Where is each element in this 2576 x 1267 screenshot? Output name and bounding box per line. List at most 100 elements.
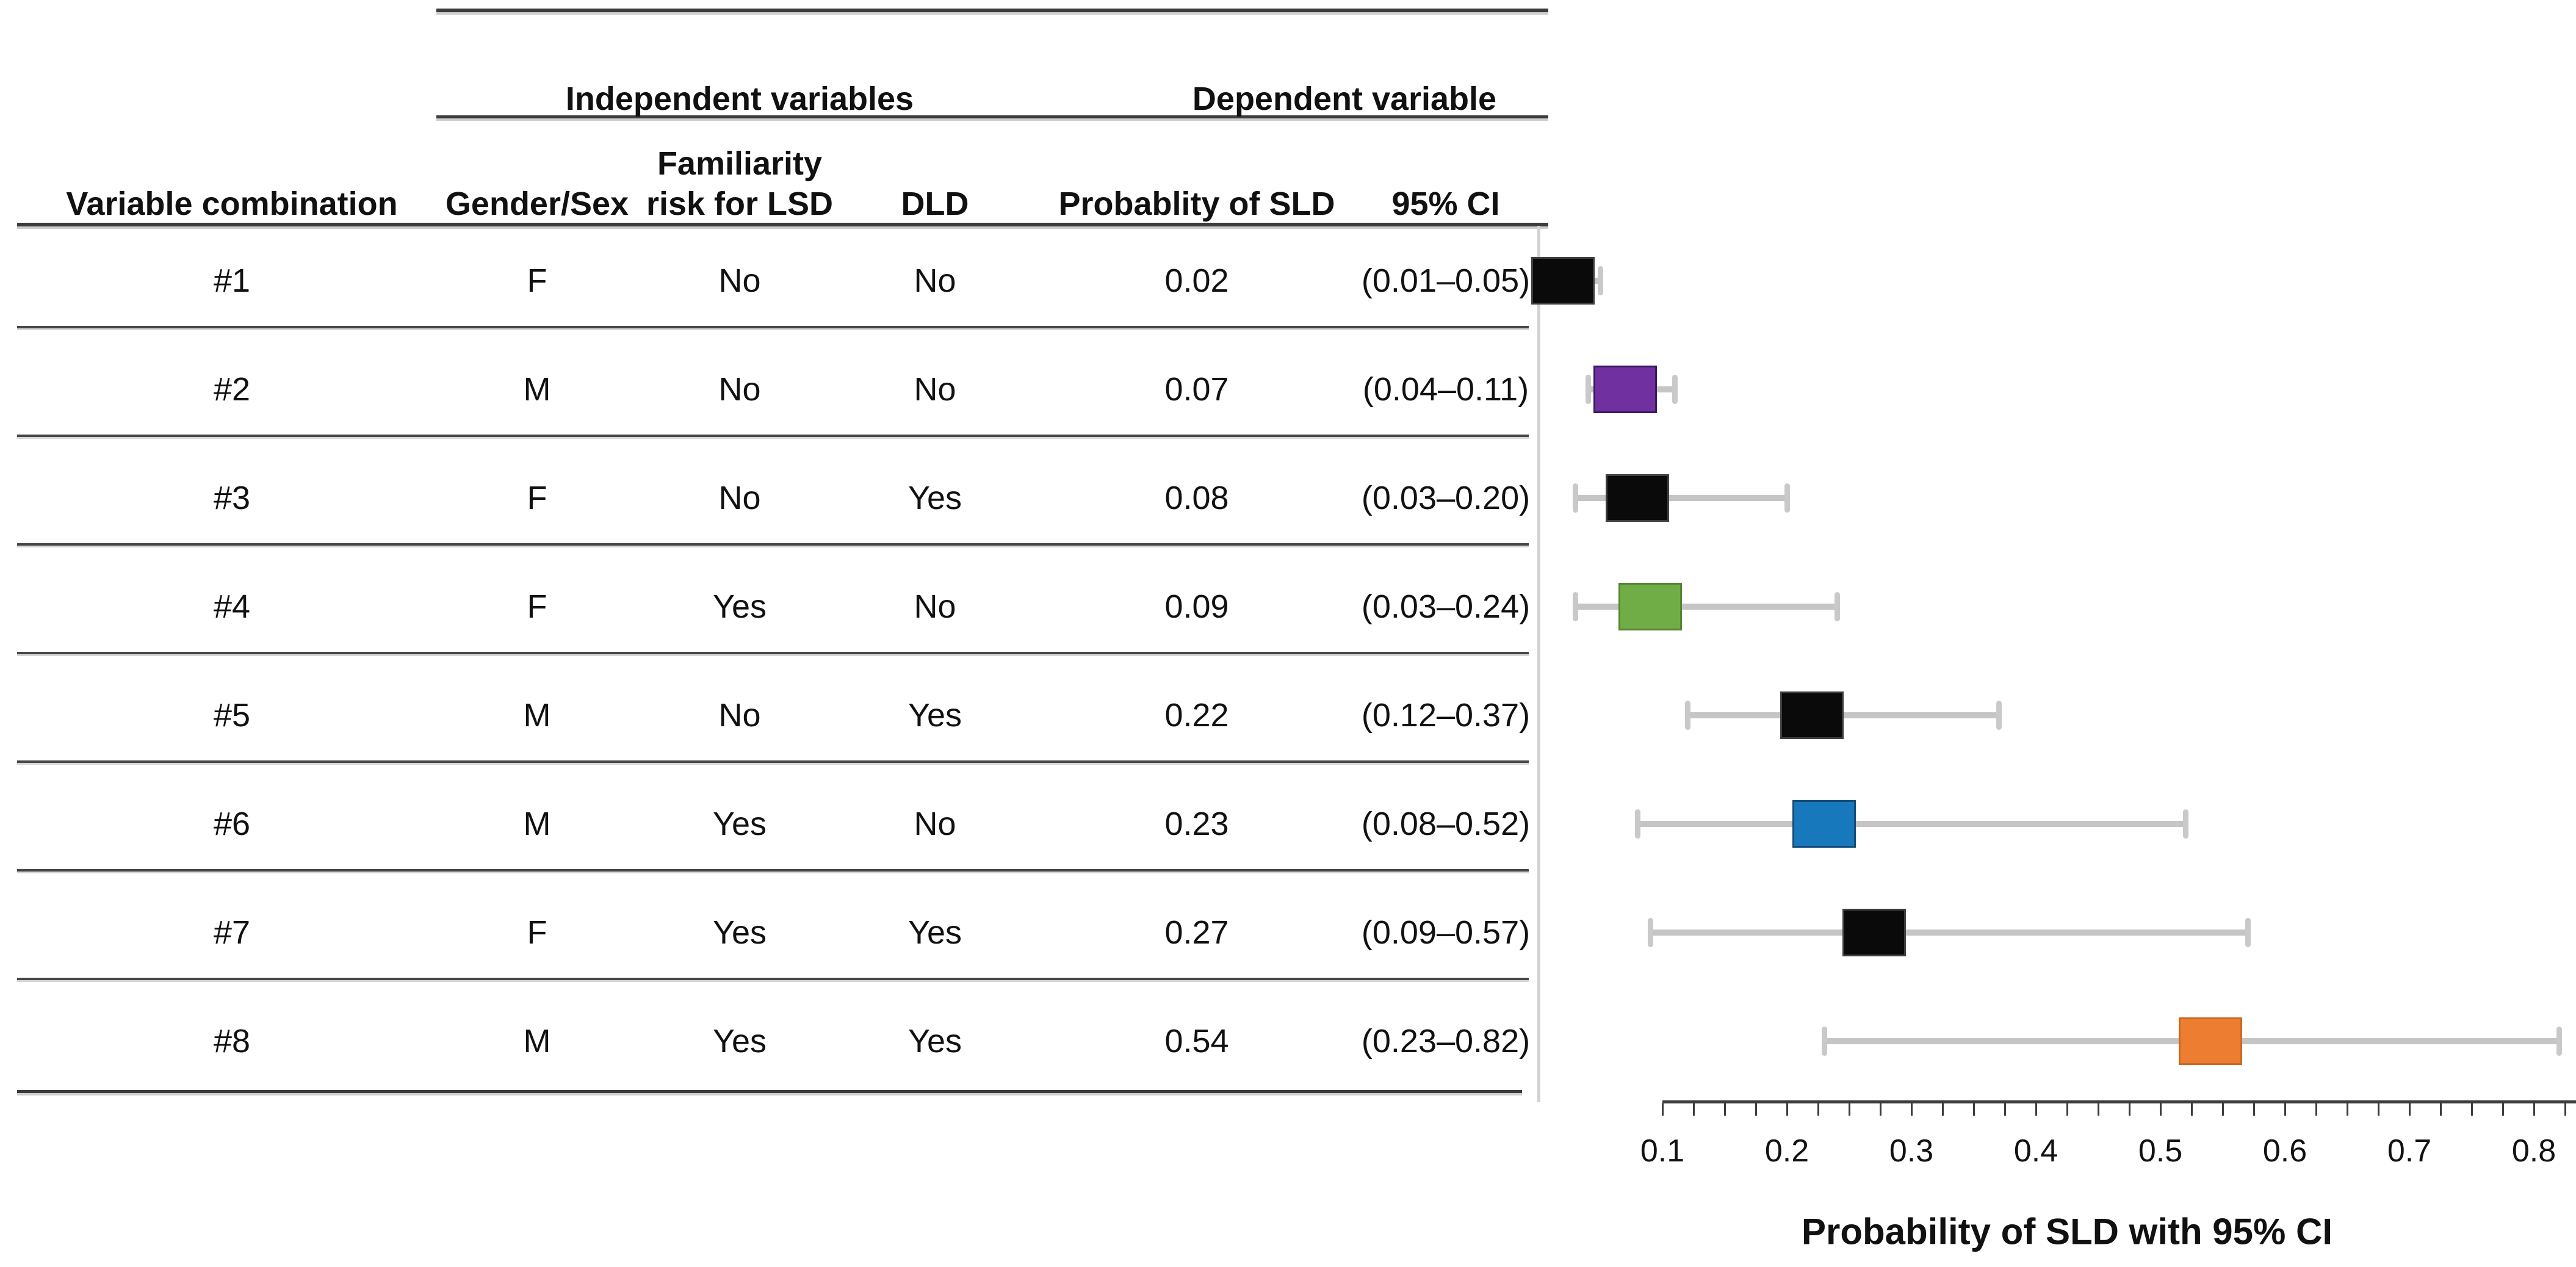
forest-box [1842,909,1906,956]
forest-box [1780,691,1844,739]
axis-tick [1693,1103,1695,1116]
table-row-separator [17,760,1529,763]
cell-familiarity: No [718,371,761,408]
x-axis-title: Probability of SLD with 95% CI [1801,1211,2333,1252]
axis-tick-label: 0.8 [2511,1133,2556,1169]
axis-tick-label: 0.2 [1764,1133,1809,1169]
cell-combination: #2 [213,371,251,408]
axis-tick [2253,1103,2255,1116]
group-header-independent: Independent variables [565,81,914,117]
cell-dld: Yes [907,1023,962,1059]
ci-cap-low [1635,809,1641,839]
axis-tick [2222,1103,2224,1116]
cell-gender: M [523,697,551,734]
cell-probability: 0.09 [1164,588,1229,625]
table-rule-bottom [17,1090,1522,1093]
cell-dld: No [914,371,956,408]
axis-tick [2502,1103,2504,1116]
axis-tick [2004,1103,2006,1116]
ci-cap-low [1585,375,1591,404]
column-header-dld: DLD [901,186,969,222]
ci-cap-low [1573,483,1579,513]
ci-cap-high [1598,266,1603,295]
cell-probability: 0.07 [1164,371,1229,408]
column-header-ci: 95% CI [1391,186,1500,222]
table-rule-header [17,223,1548,226]
forest-box [1618,583,1682,630]
cell-familiarity: Yes [712,588,767,625]
axis-tick [2440,1103,2442,1116]
axis-tick [1849,1103,1850,1116]
cell-probability: 0.22 [1164,697,1229,734]
plot-zero-divider-line [1537,226,1540,1102]
axis-tick [2378,1103,2379,1116]
axis-tick [1817,1103,1819,1116]
column-header-gender: Gender/Sex [445,186,629,222]
forest-box [1606,474,1670,522]
forest-box [1531,257,1595,305]
cell-dld: No [914,588,956,625]
table-row-separator [17,869,1529,872]
cell-gender: M [523,806,551,842]
cell-combination: #4 [213,588,251,625]
axis-tick [1911,1103,1913,1116]
table-row-separator [17,543,1529,546]
cell-probability: 0.23 [1164,806,1229,842]
cell-familiarity: Yes [712,1023,767,1059]
axis-tick-label: 0.7 [2387,1133,2432,1169]
axis-tick [1662,1103,1664,1116]
cell-dld: Yes [907,697,962,734]
axis-tick [2098,1103,2099,1116]
axis-tick [2066,1103,2068,1116]
ci-cap-low [1573,592,1579,621]
axis-tick-label: 0.3 [1889,1133,1934,1169]
cell-familiarity: No [718,697,761,734]
table-rule-group-underline [436,115,1548,118]
axis-tick [2035,1103,2037,1116]
column-header-familiarity-line2: risk for LSD [646,186,834,222]
forest-box [1792,800,1856,848]
cell-ci: (0.08–0.52) [1361,806,1531,842]
cell-gender: F [527,914,547,951]
cell-combination: #5 [213,697,251,734]
axis-tick-label: 0.1 [1640,1133,1685,1169]
axis-tick [2160,1103,2162,1116]
cell-probability: 0.02 [1164,262,1229,299]
axis-tick [1755,1103,1757,1116]
axis-tick [2533,1103,2535,1116]
table-row-separator [17,326,1529,328]
forest-box [2178,1017,2242,1065]
table-row-separator [17,652,1529,654]
axis-tick [2284,1103,2286,1116]
cell-familiarity: Yes [712,806,767,842]
cell-dld: Yes [907,914,962,951]
cell-familiarity: No [718,480,761,516]
axis-tick [2315,1103,2317,1116]
axis-tick-label: 0.4 [2013,1133,2058,1169]
cell-ci: (0.03–0.20) [1361,480,1531,516]
axis-tick [2409,1103,2411,1116]
axis-tick [2191,1103,2193,1116]
ci-cap-high [1672,375,1678,404]
ci-whisker [1575,495,1787,501]
axis-tick [2471,1103,2473,1116]
table-rule-top [436,9,1548,12]
ci-cap-high [2245,918,2251,947]
column-header-probability: Probablity of SLD [1058,186,1335,222]
cell-combination: #7 [213,914,251,951]
cell-ci: (0.12–0.37) [1361,697,1531,734]
axis-tick [2564,1103,2566,1116]
cell-probability: 0.54 [1164,1023,1229,1059]
cell-gender: F [527,588,547,625]
axis-tick [1786,1103,1788,1116]
cell-combination: #3 [213,480,251,516]
forest-box [1593,366,1657,413]
ci-cap-low [1647,918,1653,947]
axis-tick [2129,1103,2130,1116]
column-header-familiarity-line1: Familiarity [657,145,823,182]
axis-tick [1973,1103,1975,1116]
cell-gender: M [523,1023,551,1059]
cell-combination: #6 [213,806,251,842]
cell-gender: F [527,480,547,516]
cell-familiarity: Yes [712,914,767,951]
